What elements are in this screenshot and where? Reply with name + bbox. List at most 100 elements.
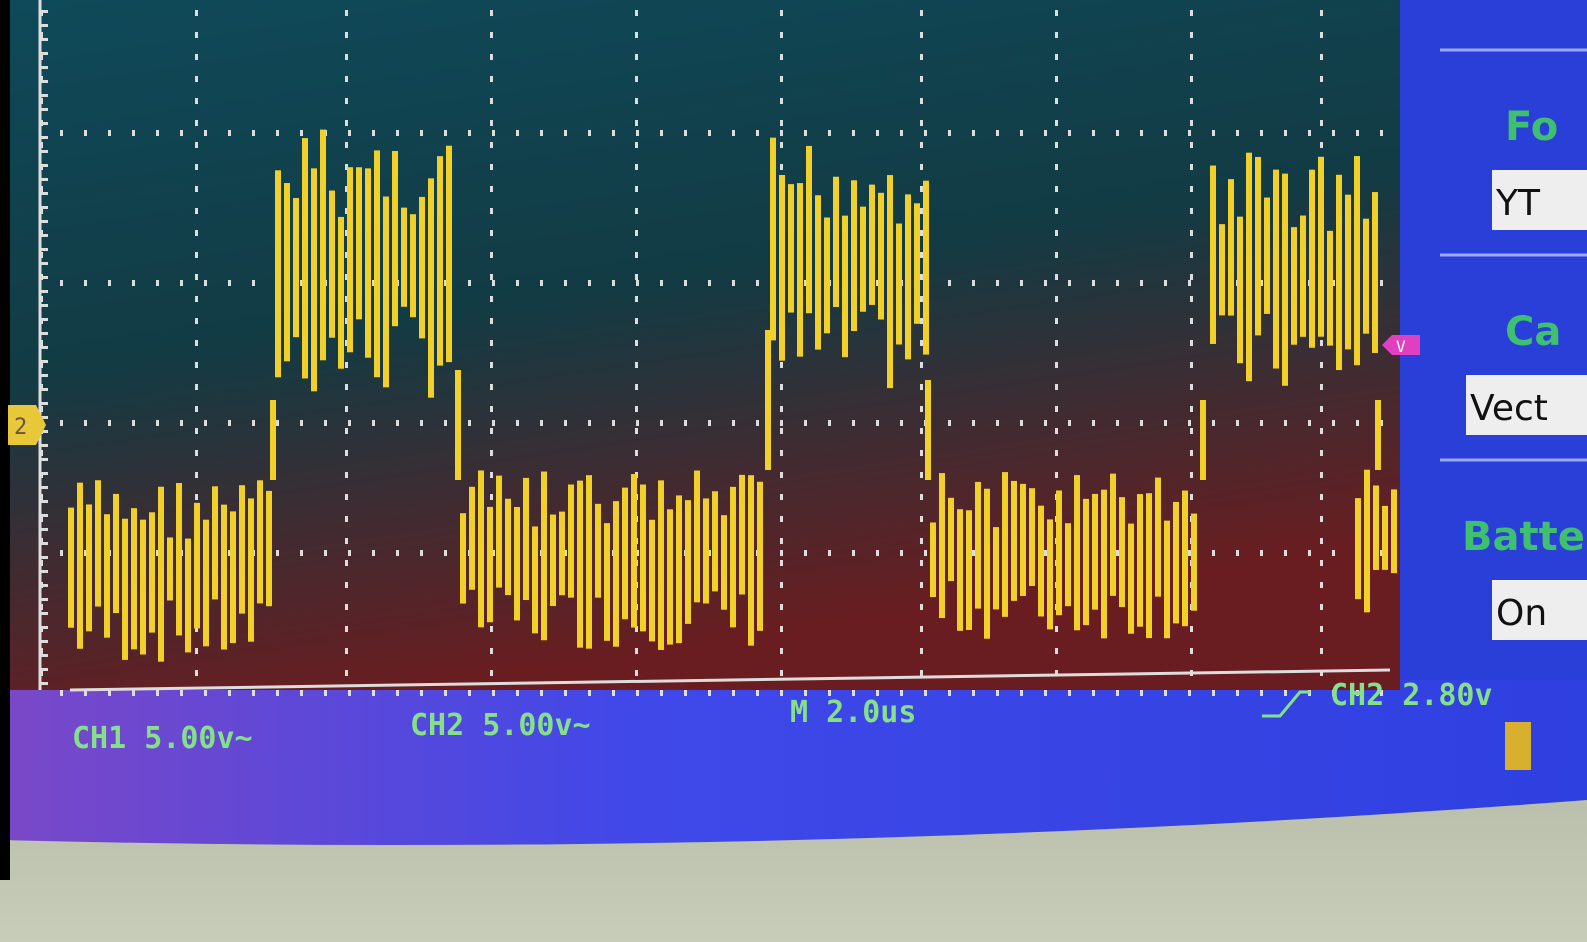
grid-dot	[780, 604, 783, 610]
trace-pulse	[1146, 493, 1152, 638]
trace-pulse	[131, 508, 137, 649]
grid-dot	[300, 130, 303, 136]
grid-dot	[1055, 142, 1058, 148]
grid-dot	[920, 582, 923, 588]
grid-dot	[635, 32, 638, 38]
grid-dot	[276, 420, 279, 426]
trace-pulse	[1219, 224, 1225, 315]
grid-dot	[345, 142, 348, 148]
grid-dot	[300, 690, 303, 696]
trace-pulse	[1345, 195, 1351, 350]
trace-pulse	[712, 491, 718, 591]
trace-pulse	[1056, 490, 1062, 615]
grid-dot	[780, 362, 783, 368]
grid-dot	[948, 420, 951, 426]
grid-dot	[156, 280, 159, 286]
grid-dot	[195, 406, 198, 412]
grid-dot	[1055, 428, 1058, 434]
trace-pulse	[95, 480, 101, 606]
trace-pulse	[338, 217, 344, 369]
trace-pulse	[604, 523, 610, 641]
grid-dot	[345, 406, 348, 412]
grid-dot	[1055, 406, 1058, 412]
grid-dot	[490, 296, 493, 302]
grid-dot	[1320, 76, 1323, 82]
grid-dot	[180, 420, 183, 426]
grid-dot	[920, 340, 923, 346]
grid-dot	[108, 130, 111, 136]
grid-dot	[780, 494, 783, 500]
grid-dot	[490, 142, 493, 148]
grid-dot	[780, 384, 783, 390]
grid-dot	[756, 690, 759, 696]
grid-dot	[948, 280, 951, 286]
grid-dot	[948, 690, 951, 696]
grid-dot	[490, 98, 493, 104]
grid-dot	[876, 130, 879, 136]
grid-dot	[195, 10, 198, 16]
grid-dot	[180, 690, 183, 696]
grid-dot	[732, 130, 735, 136]
trace-pulse	[676, 495, 682, 643]
trace-edge	[1375, 400, 1381, 470]
trace-pulse	[640, 485, 646, 632]
grid-dot	[195, 120, 198, 126]
grid-dot	[252, 690, 255, 696]
grid-dot	[195, 428, 198, 434]
trace-pulse	[1373, 485, 1379, 569]
grid-dot	[345, 604, 348, 610]
grid-dot	[324, 690, 327, 696]
grid-dot	[372, 130, 375, 136]
grid-dot	[876, 420, 879, 426]
grid-dot	[490, 230, 493, 236]
trace-pulse	[993, 527, 999, 609]
grid-dot	[132, 280, 135, 286]
grid-dot	[1092, 690, 1095, 696]
grid-dot	[1320, 494, 1323, 500]
grid-dot	[996, 280, 999, 286]
grid-dot	[1055, 208, 1058, 214]
grid-dot	[1140, 280, 1143, 286]
grid-dot	[780, 32, 783, 38]
trace-pulse	[869, 185, 875, 305]
trace-pulse	[1318, 157, 1324, 337]
grid-dot	[180, 130, 183, 136]
grid-dot	[1236, 550, 1239, 556]
grid-dot	[1212, 690, 1215, 696]
grid-dot	[1068, 420, 1071, 426]
grid-dot	[1332, 550, 1335, 556]
grid-dot	[252, 420, 255, 426]
grid-dot	[1320, 538, 1323, 544]
grid-dot	[1332, 420, 1335, 426]
trigger-level: CH2 2.80v	[1330, 678, 1493, 713]
grid-dot	[1188, 280, 1191, 286]
grid-dot	[1068, 690, 1071, 696]
grid-dot	[780, 10, 783, 16]
trace-pulse	[595, 504, 601, 598]
grid-dot	[780, 142, 783, 148]
grid-dot	[348, 690, 351, 696]
grid-dot	[1140, 690, 1143, 696]
grid-dot	[490, 340, 493, 346]
grid-dot	[1055, 362, 1058, 368]
grid-dot	[920, 538, 923, 544]
grid-dot	[490, 648, 493, 654]
grid-dot	[345, 516, 348, 522]
grid-dot	[1092, 280, 1095, 286]
grid-dot	[900, 420, 903, 426]
grid-dot	[516, 420, 519, 426]
grid-dot	[1055, 626, 1058, 632]
grid-dot	[920, 98, 923, 104]
trace-pulse	[1029, 488, 1035, 586]
grid-dot	[195, 670, 198, 676]
menu-value: Vect	[1470, 388, 1548, 429]
grid-dot	[1164, 420, 1167, 426]
grid-dot	[490, 670, 493, 676]
grid-dot	[1055, 54, 1058, 60]
grid-dot	[780, 54, 783, 60]
trace-pulse	[1391, 489, 1397, 573]
grid-dot	[920, 10, 923, 16]
trace-pulse	[878, 193, 884, 320]
grid-dot	[920, 274, 923, 280]
grid-dot	[195, 142, 198, 148]
